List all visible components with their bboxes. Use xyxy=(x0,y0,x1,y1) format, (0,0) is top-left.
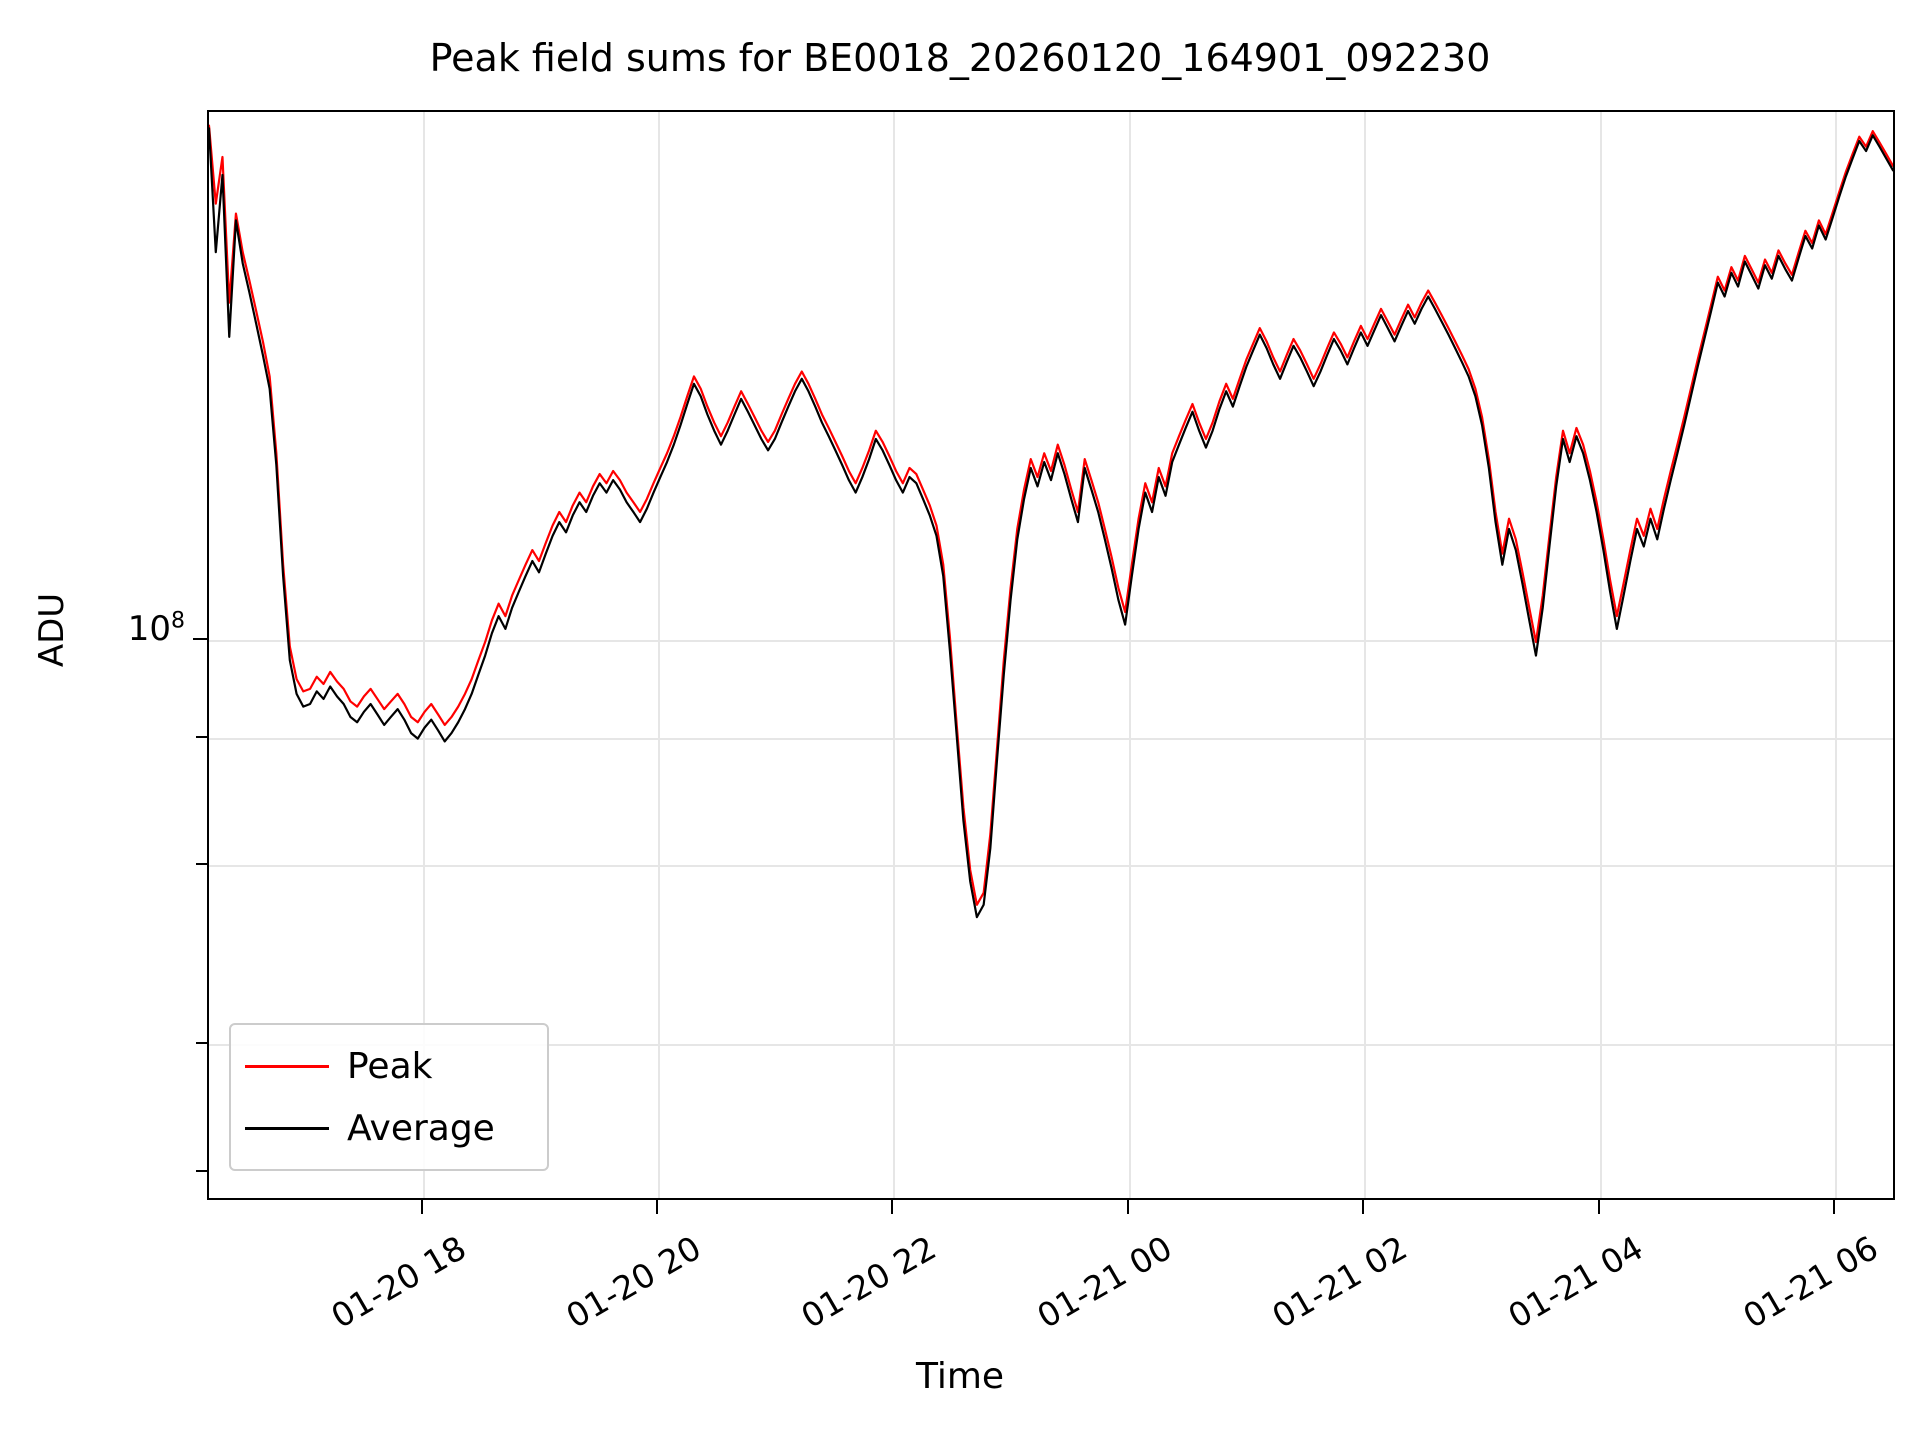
y-tick-label-1e8: 108 xyxy=(127,608,185,649)
plot-area xyxy=(207,110,1895,1200)
x-tick-label: 01-21 04 xyxy=(1501,1228,1650,1336)
legend-label-peak: Peak xyxy=(347,1045,433,1087)
y-axis-label: ADU xyxy=(32,592,72,668)
line-series-average xyxy=(209,127,1893,919)
gridline-horizontal xyxy=(209,865,1893,868)
gridline-vertical xyxy=(1364,112,1367,1198)
x-tick-label: 01-20 20 xyxy=(559,1228,708,1336)
x-tick-mark xyxy=(1362,1200,1365,1214)
legend-label-average: Average xyxy=(347,1107,495,1149)
x-tick-label: 01-21 06 xyxy=(1736,1228,1885,1336)
x-tick-label: 01-21 00 xyxy=(1030,1228,1179,1336)
x-tick-label: 01-20 22 xyxy=(794,1228,943,1336)
x-tick-mark xyxy=(891,1200,894,1214)
gridline-horizontal xyxy=(209,738,1893,741)
legend-swatch-average xyxy=(245,1126,329,1130)
x-axis-label: Time xyxy=(915,1356,1005,1397)
x-tick-label: 01-21 02 xyxy=(1265,1228,1414,1336)
y-tick-mark-minor xyxy=(196,863,207,866)
legend-item-peak: Peak xyxy=(245,1035,533,1097)
gridline-vertical xyxy=(658,112,660,1198)
gridline-horizontal xyxy=(209,639,1893,642)
line-series-peak xyxy=(209,124,1893,906)
x-tick-mark xyxy=(1597,1200,1600,1214)
x-tick-label: 01-20 18 xyxy=(324,1228,473,1336)
gridline-vertical xyxy=(893,112,896,1198)
legend-item-average: Average xyxy=(245,1097,533,1159)
x-tick-mark xyxy=(420,1200,423,1214)
x-tick-mark xyxy=(1833,1200,1836,1214)
y-tick-mark-major xyxy=(193,637,207,640)
gridline-vertical xyxy=(422,112,425,1198)
y-tick-mark-minor xyxy=(196,736,207,739)
series-plot xyxy=(209,124,1893,919)
gridline-vertical xyxy=(1128,112,1131,1198)
gridline-vertical xyxy=(1599,112,1602,1198)
chart-legend: Peak Average xyxy=(229,1023,549,1171)
y-tick-mark-minor xyxy=(196,1042,207,1045)
y-tick-mark-minor xyxy=(196,1169,207,1172)
chart-title: Peak field sums for BE0018_20260120_1649… xyxy=(429,36,1491,80)
legend-swatch-peak xyxy=(245,1064,329,1068)
gridline-vertical xyxy=(1835,112,1838,1198)
x-tick-mark xyxy=(1126,1200,1129,1214)
x-tick-mark xyxy=(656,1200,658,1214)
gridline-horizontal xyxy=(209,1044,1893,1047)
